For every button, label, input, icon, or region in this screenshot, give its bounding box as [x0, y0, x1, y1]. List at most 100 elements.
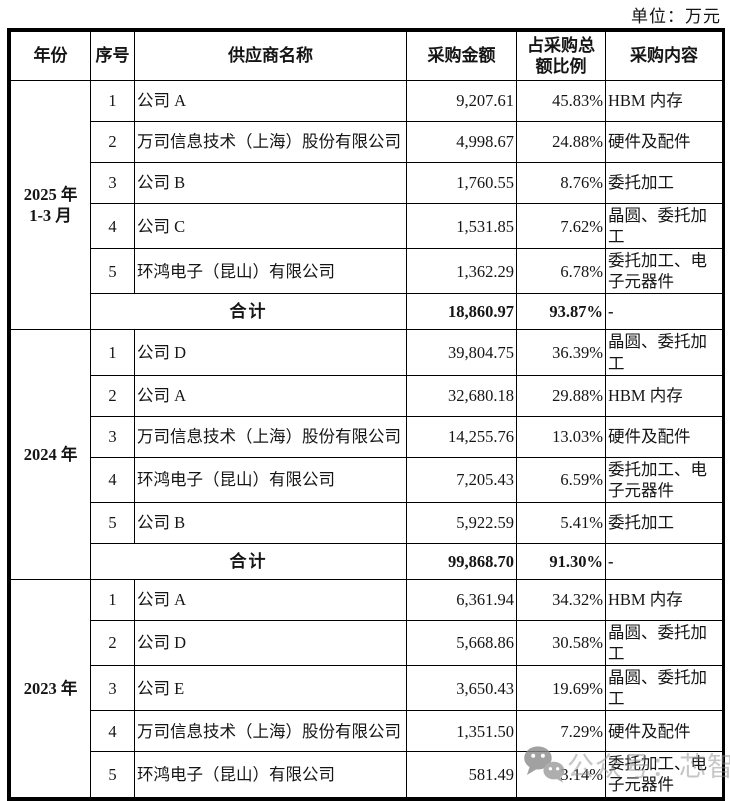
- cell-content: 委托加工: [605, 162, 723, 204]
- cell-supplier: 公司 D: [134, 619, 407, 667]
- table-row: 3 公司 E 3,650.43 19.69% 晶圆、委托加工: [11, 665, 723, 712]
- cell-supplier: 环鸿电子（昆山）有限公司: [134, 751, 407, 798]
- year-line: 1-3 月: [29, 206, 72, 226]
- year-line: 2024 年: [23, 445, 78, 465]
- cell-supplier: 公司 E: [134, 665, 407, 712]
- cell-content: 委托加工: [605, 501, 723, 544]
- cell-ratio: 13.03%: [516, 415, 606, 458]
- cell-no: 5: [90, 248, 135, 295]
- cell-amount: 3,650.43: [406, 665, 517, 712]
- cell-year: 2025 年 1-3 月: [10, 79, 91, 331]
- table-row: 5 环鸿电子（昆山）有限公司 1,362.29 6.78% 委托加工、电子元器件: [11, 248, 723, 295]
- cell-amount: 9,207.61: [406, 80, 517, 122]
- table-row: 3 万司信息技术（上海）股份有限公司 14,255.76 13.03% 硬件及配件: [11, 415, 723, 458]
- cell-ratio: 3.14%: [516, 751, 606, 798]
- table-row: 3 公司 B 1,760.55 8.76% 委托加工: [11, 162, 723, 204]
- cell-no: 3: [90, 665, 135, 712]
- total-row: 合计 18,860.97 93.87% -: [11, 293, 723, 331]
- cell-ratio: 30.58%: [516, 619, 606, 667]
- cell-supplier: 万司信息技术（上海）股份有限公司: [134, 121, 407, 163]
- year-line: 2025 年: [23, 185, 78, 205]
- cell-ratio: 24.88%: [516, 121, 606, 163]
- year-line: 2023 年: [23, 678, 78, 698]
- cell-ratio: 29.88%: [516, 374, 606, 417]
- cell-supplier: 公司 A: [134, 374, 407, 417]
- total-label: 合计: [90, 542, 407, 580]
- cell-ratio: 7.62%: [516, 202, 606, 250]
- cell-amount: 6,361.94: [406, 578, 517, 621]
- cell-content: 硬件及配件: [605, 710, 723, 753]
- procurement-table: 年份 序号 供应商名称 采购金额 占采购总额比例 采购内容 2025 年 1-3 月 1 公司 …: [10, 31, 723, 798]
- cell-content: 委托加工、电子元器件: [605, 751, 723, 798]
- cell-amount: 7,205.43: [406, 456, 517, 503]
- cell-amount: 1,531.85: [406, 202, 517, 250]
- cell-no: 1: [90, 329, 135, 376]
- cell-no: 3: [90, 415, 135, 458]
- cell-year: 2023 年: [10, 578, 91, 798]
- table-row: 4 公司 C 1,531.85 7.62% 晶圆、委托加工: [11, 202, 723, 250]
- cell-content: 晶圆、委托加工: [605, 202, 723, 250]
- cell-ratio: 6.59%: [516, 456, 606, 503]
- cell-amount: 4,998.67: [406, 121, 517, 163]
- cell-content: 晶圆、委托加工: [605, 329, 723, 376]
- cell-content: HBM 内存: [605, 578, 723, 621]
- cell-amount: 1,351.50: [406, 710, 517, 753]
- cell-content: 晶圆、委托加工: [605, 619, 723, 667]
- cell-no: 1: [90, 80, 135, 122]
- cell-supplier: 环鸿电子（昆山）有限公司: [134, 248, 407, 295]
- table-row: 2024 年 1 公司 D 39,804.75 36.39% 晶圆、委托加工: [10, 329, 723, 580]
- cell-amount: 14,255.76: [406, 415, 517, 458]
- column-header-5: 采购内容: [605, 31, 723, 81]
- table-row: 2 公司 A 32,680.18 29.88% HBM 内存: [11, 374, 723, 417]
- cell-content: 硬件及配件: [605, 121, 723, 163]
- column-header-0: 年份: [10, 31, 91, 81]
- cell-no: 2: [90, 374, 135, 417]
- cell-supplier: 公司 C: [134, 202, 407, 250]
- cell-no: 3: [90, 162, 135, 204]
- table-row: 4 万司信息技术（上海）股份有限公司 1,351.50 7.29% 硬件及配件: [11, 710, 723, 753]
- total-label: 合计: [90, 293, 407, 331]
- cell-ratio: 8.76%: [516, 162, 606, 204]
- cell-content: 委托加工、电子元器件: [605, 456, 723, 503]
- table-row: 2023 年 1 公司 A 6,361.94 34.32% HBM 内存: [10, 578, 723, 798]
- total-ratio: 91.30%: [516, 542, 606, 580]
- cell-ratio: 45.83%: [516, 80, 606, 122]
- cell-no: 4: [90, 710, 135, 753]
- column-header-3: 采购金额: [406, 31, 517, 81]
- cell-no: 5: [90, 751, 135, 798]
- table-row: 5 环鸿电子（昆山）有限公司 581.49 3.14% 委托加工、电子元器件: [11, 751, 723, 798]
- header-row: 年份 序号 供应商名称 采购金额 占采购总额比例 采购内容: [10, 31, 723, 81]
- table-body: 2025 年 1-3 月 1 公司 A 9,207.61 45.83% HBM 内存 2 万司信…: [10, 79, 723, 798]
- procurement-table-wrapper: 年份 序号 供应商名称 采购金额 占采购总额比例 采购内容 2025 年 1-3 月 1 公司 …: [7, 28, 725, 801]
- table-row: 2025 年 1-3 月 1 公司 A 9,207.61 45.83% HBM 内存: [10, 79, 723, 331]
- table-row: 2 万司信息技术（上海）股份有限公司 4,998.67 24.88% 硬件及配件: [11, 121, 723, 163]
- total-content: -: [605, 542, 723, 580]
- cell-no: 2: [90, 619, 135, 667]
- cell-content: 委托加工、电子元器件: [605, 248, 723, 295]
- unit-label: 单位：万元: [631, 7, 721, 26]
- cell-content: HBM 内存: [605, 80, 723, 122]
- cell-amount: 5,668.86: [406, 619, 517, 667]
- cell-content: HBM 内存: [605, 374, 723, 417]
- cell-amount: 39,804.75: [406, 329, 517, 376]
- cell-supplier: 环鸿电子（昆山）有限公司: [134, 456, 407, 503]
- cell-supplier: 公司 B: [134, 501, 407, 544]
- column-header-4: 占采购总额比例: [516, 31, 606, 81]
- cell-no: 2: [90, 121, 135, 163]
- cell-ratio: 5.41%: [516, 501, 606, 544]
- total-ratio: 93.87%: [516, 293, 606, 331]
- cell-ratio: 19.69%: [516, 665, 606, 712]
- cell-supplier: 万司信息技术（上海）股份有限公司: [134, 710, 407, 753]
- table-row: 5 公司 B 5,922.59 5.41% 委托加工: [11, 501, 723, 544]
- cell-no: 4: [90, 456, 135, 503]
- cell-supplier: 公司 D: [134, 329, 407, 376]
- cell-amount: 1,362.29: [406, 248, 517, 295]
- cell-supplier: 公司 A: [134, 80, 407, 122]
- cell-supplier: 万司信息技术（上海）股份有限公司: [134, 415, 407, 458]
- cell-content: 晶圆、委托加工: [605, 665, 723, 712]
- cell-amount: 1,760.55: [406, 162, 517, 204]
- column-header-2: 供应商名称: [134, 31, 407, 81]
- cell-ratio: 7.29%: [516, 710, 606, 753]
- cell-no: 5: [90, 501, 135, 544]
